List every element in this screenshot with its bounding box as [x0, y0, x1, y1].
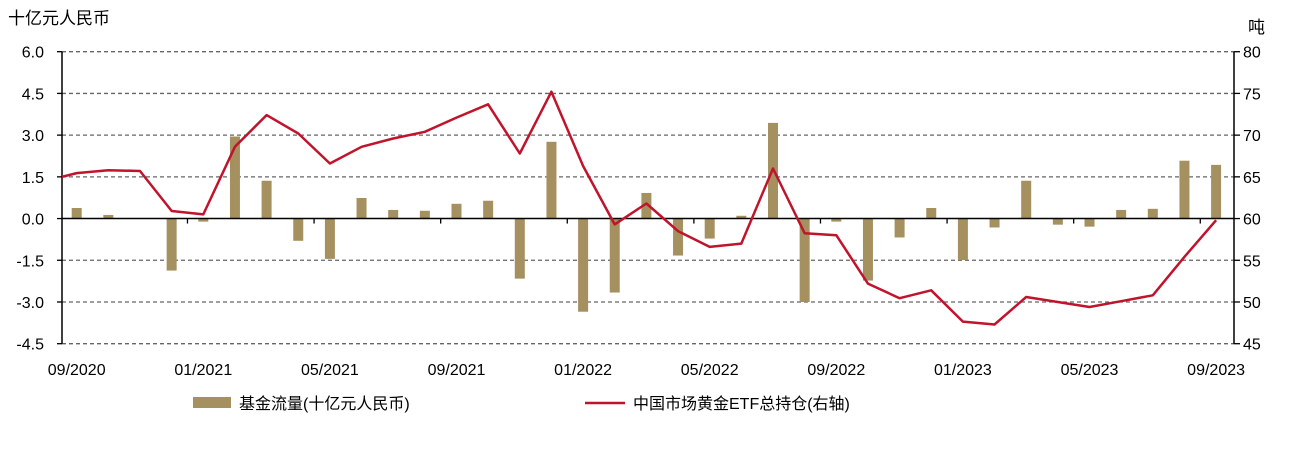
legend-label-bar: 基金流量(十亿元人民币) — [239, 395, 410, 413]
x-tick-label: 09/2023 — [1187, 362, 1245, 379]
x-tick-label: 01/2022 — [554, 362, 612, 379]
left-tick-label: 3.0 — [22, 128, 44, 145]
bar — [357, 198, 367, 219]
bar — [452, 204, 462, 219]
bar — [72, 208, 82, 219]
right-tick-label: 75 — [1243, 86, 1261, 103]
x-tick-label: 09/2022 — [807, 362, 865, 379]
bar — [1053, 219, 1063, 225]
etf-holdings-line — [45, 92, 1216, 325]
left-tick-label: 1.5 — [22, 170, 44, 187]
bar — [895, 219, 905, 238]
bar — [863, 219, 873, 281]
right-tick-label: 55 — [1243, 253, 1261, 270]
bar — [262, 181, 272, 219]
bar-series — [72, 123, 1221, 312]
bar — [483, 201, 493, 219]
right-tick-label: 50 — [1243, 295, 1261, 312]
bar — [1116, 210, 1126, 219]
x-tick-label: 01/2023 — [934, 362, 992, 379]
tick-labels: 6.0 80 4.5 75 3.0 70 1.5 65 0.0 60 -1.5 55 -3.0 50 -4.… — [16, 45, 1260, 379]
left-tick-label: 4.5 — [22, 86, 44, 103]
bar — [293, 219, 303, 241]
right-tick-label: 70 — [1243, 128, 1261, 145]
bar — [705, 219, 715, 239]
left-axis-label: 十亿元人民币 — [8, 9, 110, 28]
left-tick-label: -4.5 — [16, 337, 44, 354]
right-axis-label: 吨 — [1248, 18, 1265, 37]
left-tick-label: -3.0 — [16, 295, 44, 312]
left-tick-label: 6.0 — [22, 45, 44, 62]
x-tick-label: 05/2022 — [681, 362, 739, 379]
right-tick-label: 65 — [1243, 170, 1261, 187]
legend-label-line: 中国市场黄金ETF总持仓(右轴) — [633, 395, 850, 413]
bar — [673, 219, 683, 256]
x-tick-label: 01/2021 — [174, 362, 232, 379]
bar — [546, 142, 556, 219]
bar — [958, 219, 968, 260]
bar — [1179, 161, 1189, 219]
bar — [167, 219, 177, 271]
left-tick-label: 0.0 — [22, 212, 44, 229]
bar — [1021, 181, 1031, 219]
bar — [515, 219, 525, 279]
bar — [610, 219, 620, 293]
bar — [388, 210, 398, 219]
legend: 基金流量(十亿元人民币) 中国市场黄金ETF总持仓(右轴) — [193, 395, 850, 413]
legend-swatch-bar — [193, 397, 231, 408]
left-tick-label: -1.5 — [16, 253, 44, 270]
right-tick-label: 80 — [1243, 45, 1261, 62]
line-series — [45, 92, 1216, 325]
bar — [325, 219, 335, 259]
bar — [1148, 209, 1158, 219]
x-tick-label: 05/2023 — [1061, 362, 1119, 379]
bar — [578, 219, 588, 312]
bar — [1085, 219, 1095, 227]
x-tick-label: 09/2021 — [428, 362, 486, 379]
bar — [990, 219, 1000, 228]
bar — [926, 208, 936, 219]
bar — [1211, 165, 1221, 219]
bar — [420, 211, 430, 219]
right-tick-label: 45 — [1243, 337, 1261, 354]
right-tick-label: 60 — [1243, 212, 1261, 229]
x-tick-label: 05/2021 — [301, 362, 359, 379]
x-tick-label: 09/2020 — [48, 362, 106, 379]
